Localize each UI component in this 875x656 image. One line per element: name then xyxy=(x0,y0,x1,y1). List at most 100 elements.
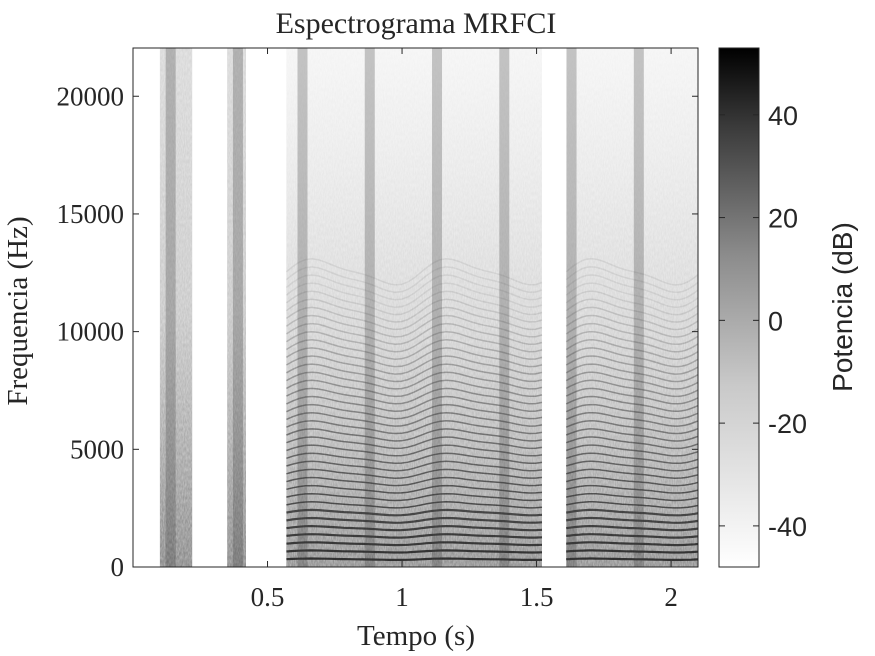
harmonic-line xyxy=(286,395,543,412)
harmonic-line xyxy=(566,516,698,524)
plot-frame xyxy=(132,47,699,568)
harmonic-line xyxy=(565,460,698,472)
harmonic-line xyxy=(285,282,543,308)
harmonic-line xyxy=(286,508,543,517)
spectrogram-segment xyxy=(565,48,698,567)
harmonic-line xyxy=(286,347,543,368)
harmonic-line xyxy=(286,339,543,360)
harmonic-line xyxy=(286,476,543,487)
burst-column xyxy=(165,48,176,567)
harmonic-line xyxy=(566,492,698,502)
burst-column xyxy=(232,48,243,567)
spectrogram-image xyxy=(159,48,698,567)
harmonic-line xyxy=(286,516,543,524)
segment-texture xyxy=(159,48,193,567)
segment-texture xyxy=(227,48,246,567)
harmonic-line xyxy=(566,525,698,532)
segment-texture xyxy=(566,48,698,567)
harmonic-line xyxy=(565,436,698,450)
harmonic-line xyxy=(565,411,698,427)
harmonic-line xyxy=(565,379,698,398)
spectrogram-segment xyxy=(159,48,193,567)
harmonic-line xyxy=(286,557,543,561)
harmonic-line xyxy=(565,266,698,294)
harmonic-line xyxy=(565,274,698,301)
y-axis-label: Frequencia (Hz) xyxy=(2,216,34,405)
x-tick-label: 2 xyxy=(664,582,678,612)
x-axis-ticks: 0.5 1 1.5 2 xyxy=(251,48,678,612)
harmonic-line xyxy=(285,274,543,301)
harmonic-line xyxy=(565,395,698,412)
x-tick-label: 0.5 xyxy=(251,582,285,612)
harmonic-line xyxy=(285,306,543,331)
harmonic-line xyxy=(566,468,698,479)
x-tick-label: 1 xyxy=(395,582,409,612)
colorbar-tick-label: -20 xyxy=(768,409,807,439)
harmonic-line xyxy=(286,460,543,472)
harmonic-line xyxy=(286,403,543,420)
chart-title: Espectrograma MRFCI xyxy=(276,7,557,40)
colorbar-tick-label: 0 xyxy=(768,306,783,336)
y-axis-ticks: 0 5000 10000 15000 20000 xyxy=(57,81,698,582)
burst-column xyxy=(566,48,577,567)
harmonic-line xyxy=(285,266,543,294)
colorbar-tick-label: -40 xyxy=(768,512,807,542)
harmonic-line xyxy=(565,428,698,442)
harmonic-line xyxy=(285,298,543,323)
colorbar-ticks: -40 -20 0 20 40 xyxy=(719,101,807,542)
harmonic-line xyxy=(565,355,698,375)
harmonic-line xyxy=(565,420,698,435)
harmonic-line xyxy=(565,282,698,308)
colorbar-tick-label: 20 xyxy=(768,204,798,234)
harmonic-line xyxy=(285,290,543,316)
colorbar-label: Potencia (dB) xyxy=(827,222,858,392)
harmonic-line xyxy=(285,258,543,286)
harmonic-line xyxy=(566,541,698,547)
harmonic-line xyxy=(286,428,543,442)
harmonic-line xyxy=(565,298,698,323)
harmonic-line xyxy=(565,452,698,465)
harmonic-line xyxy=(286,501,543,509)
harmonic-line xyxy=(286,468,543,479)
harmonic-line xyxy=(565,363,698,383)
harmonic-line xyxy=(286,452,543,465)
x-tick-label: 1.5 xyxy=(520,582,554,612)
harmonic-line xyxy=(286,484,543,494)
harmonic-line xyxy=(566,533,698,539)
harmonic-line xyxy=(565,290,698,316)
harmonic-line xyxy=(286,444,543,457)
harmonic-line xyxy=(565,314,698,338)
harmonic-line xyxy=(565,347,698,368)
plot-area: 0.5 1 1.5 2 0 5000 10000 15000 20000 xyxy=(57,47,699,612)
harmonic-line xyxy=(566,484,698,494)
harmonic-line xyxy=(565,403,698,420)
colorbar-gradient xyxy=(718,47,760,568)
harmonic-line xyxy=(565,339,698,360)
harmonic-line xyxy=(285,322,543,346)
harmonic-line xyxy=(285,330,543,353)
y-tick-label: 20000 xyxy=(57,81,125,111)
harmonic-line xyxy=(286,436,543,450)
y-tick-label: 10000 xyxy=(57,317,125,347)
burst-column xyxy=(633,48,644,567)
harmonic-line xyxy=(285,314,543,338)
burst-column xyxy=(499,48,510,567)
harmonic-line xyxy=(286,411,543,427)
segment-texture xyxy=(286,48,542,567)
burst-column xyxy=(297,48,308,567)
harmonic-line xyxy=(565,444,698,457)
harmonic-line xyxy=(566,476,698,487)
x-axis-label: Tempo (s) xyxy=(357,620,475,652)
colorbar: -40 -20 0 20 40 Potencia (dB) xyxy=(718,47,858,568)
spectrogram-segment xyxy=(227,48,246,567)
y-tick-label: 15000 xyxy=(57,199,125,229)
harmonic-line xyxy=(286,371,543,390)
harmonic-line xyxy=(565,258,698,286)
harmonic-line xyxy=(286,387,543,405)
harmonic-line xyxy=(286,379,543,398)
harmonic-line xyxy=(565,330,698,353)
harmonic-line xyxy=(566,549,698,554)
harmonic-line xyxy=(286,420,543,435)
y-tick-label: 5000 xyxy=(70,434,124,464)
